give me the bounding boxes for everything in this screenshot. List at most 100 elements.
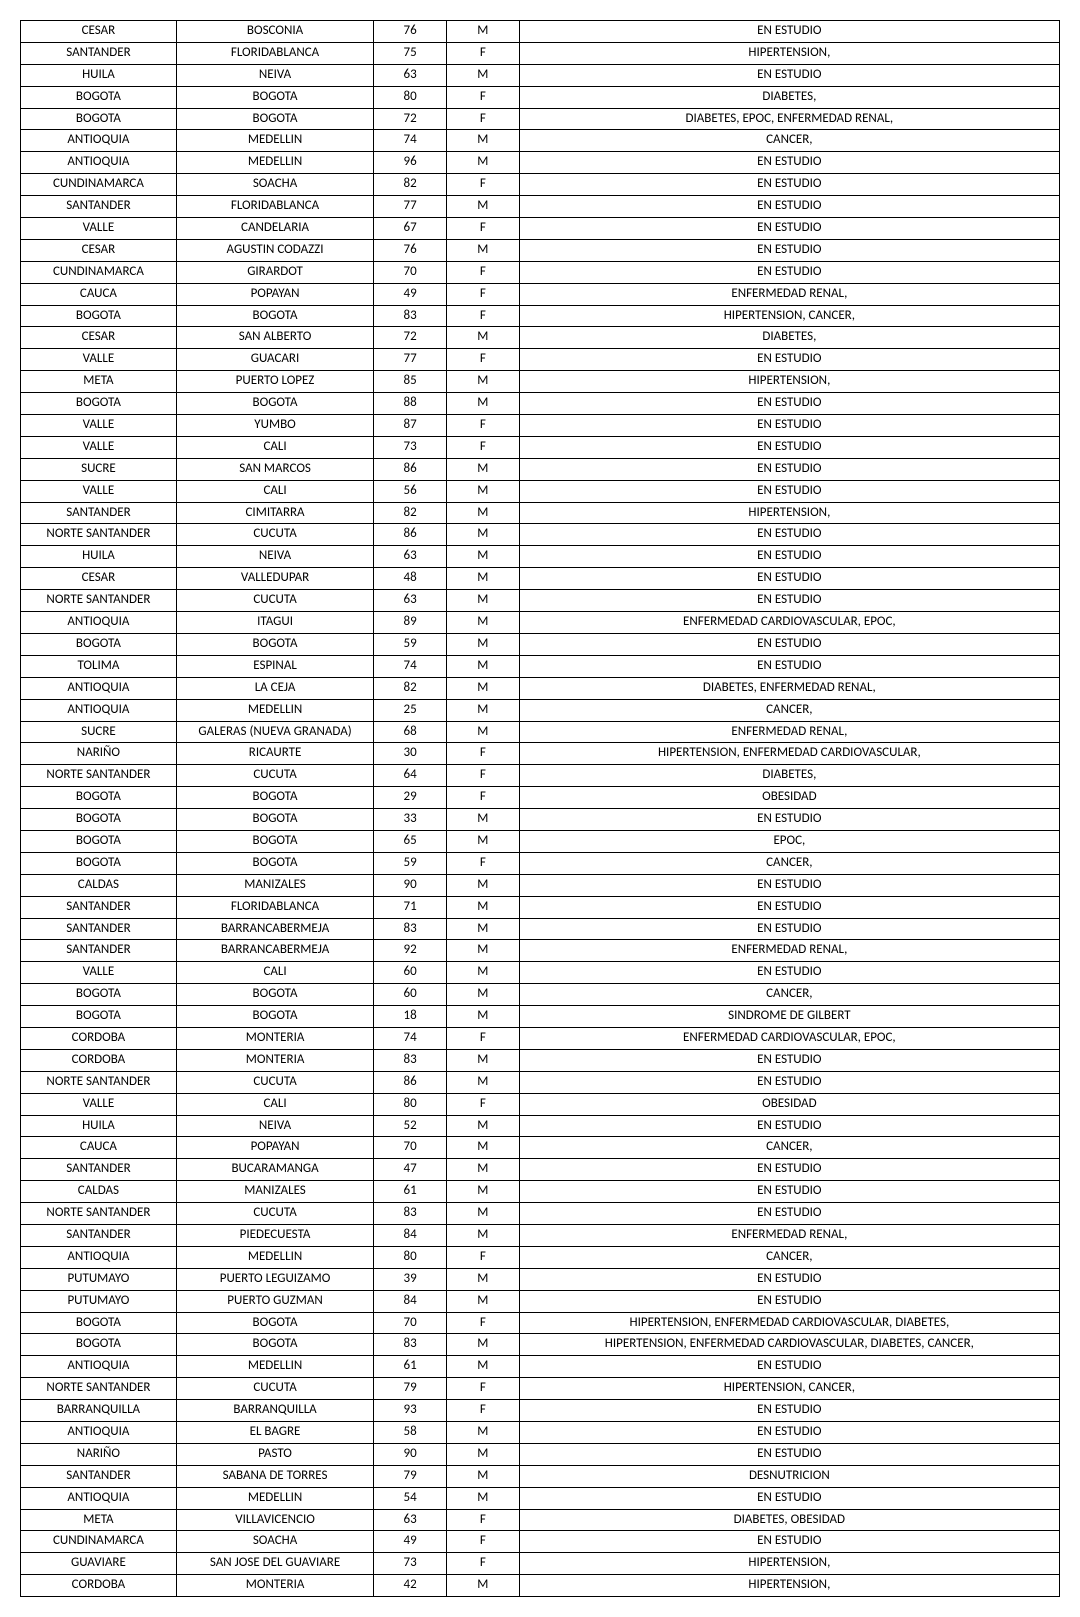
table-cell: NARIÑO <box>21 743 177 765</box>
table-cell: ENFERMEDAD RENAL, <box>519 721 1059 743</box>
table-cell: LA CEJA <box>176 677 373 699</box>
table-cell: 76 <box>374 239 447 261</box>
table-cell: 71 <box>374 896 447 918</box>
table-cell: HUILA <box>21 546 177 568</box>
table-row: BOGOTABOGOTA83FHIPERTENSION, CANCER, <box>21 305 1060 327</box>
table-cell: BOGOTA <box>176 305 373 327</box>
table-row: SUCREGALERAS (NUEVA GRANADA)68MENFERMEDA… <box>21 721 1060 743</box>
table-cell: SANTANDER <box>21 1159 177 1181</box>
table-cell: 73 <box>374 1553 447 1575</box>
table-cell: VALLE <box>21 218 177 240</box>
table-cell: F <box>446 261 519 283</box>
table-cell: BOSCONIA <box>176 21 373 43</box>
table-row: CORDOBAMONTERIA74FENFERMEDAD CARDIOVASCU… <box>21 1027 1060 1049</box>
table-cell: EN ESTUDIO <box>519 568 1059 590</box>
table-cell: SANTANDER <box>21 1465 177 1487</box>
table-cell: M <box>446 1224 519 1246</box>
table-cell: 79 <box>374 1378 447 1400</box>
table-cell: RICAURTE <box>176 743 373 765</box>
table-cell: ANTIOQUIA <box>21 130 177 152</box>
data-table: CESARBOSCONIA76MEN ESTUDIOSANTANDERFLORI… <box>20 20 1060 1597</box>
table-row: BOGOTABOGOTA59FCANCER, <box>21 852 1060 874</box>
table-row: CALDASMANIZALES61MEN ESTUDIO <box>21 1181 1060 1203</box>
table-cell: SABANA DE TORRES <box>176 1465 373 1487</box>
table-cell: 80 <box>374 86 447 108</box>
table-cell: 30 <box>374 743 447 765</box>
table-cell: M <box>446 546 519 568</box>
table-row: HUILANEIVA63MEN ESTUDIO <box>21 546 1060 568</box>
table-cell: 33 <box>374 809 447 831</box>
table-cell: 25 <box>374 699 447 721</box>
table-cell: CUNDINAMARCA <box>21 174 177 196</box>
table-cell: F <box>446 415 519 437</box>
table-cell: SINDROME DE GILBERT <box>519 1006 1059 1028</box>
table-cell: PUTUMAYO <box>21 1290 177 1312</box>
table-cell: EN ESTUDIO <box>519 1290 1059 1312</box>
table-cell: HIPERTENSION, ENFERMEDAD CARDIOVASCULAR,… <box>519 1334 1059 1356</box>
table-cell: M <box>446 64 519 86</box>
table-cell: NORTE SANTANDER <box>21 590 177 612</box>
table-cell: M <box>446 1268 519 1290</box>
table-cell: M <box>446 1006 519 1028</box>
table-cell: M <box>446 1115 519 1137</box>
table-row: GUAVIARESAN JOSE DEL GUAVIARE73FHIPERTEN… <box>21 1553 1060 1575</box>
table-row: NARIÑORICAURTE30FHIPERTENSION, ENFERMEDA… <box>21 743 1060 765</box>
table-cell: 86 <box>374 1071 447 1093</box>
table-cell: BOGOTA <box>21 108 177 130</box>
table-row: BOGOTABOGOTA83MHIPERTENSION, ENFERMEDAD … <box>21 1334 1060 1356</box>
table-cell: F <box>446 1027 519 1049</box>
table-cell: SANTANDER <box>21 1224 177 1246</box>
table-cell: BOGOTA <box>21 1312 177 1334</box>
table-cell: CUCUTA <box>176 1378 373 1400</box>
table-cell: META <box>21 1509 177 1531</box>
table-cell: EN ESTUDIO <box>519 1181 1059 1203</box>
table-cell: PUTUMAYO <box>21 1268 177 1290</box>
table-cell: VALLE <box>21 962 177 984</box>
table-cell: M <box>446 984 519 1006</box>
table-cell: M <box>446 1487 519 1509</box>
table-cell: HIPERTENSION, ENFERMEDAD CARDIOVASCULAR,… <box>519 1312 1059 1334</box>
table-cell: F <box>446 174 519 196</box>
table-cell: 59 <box>374 633 447 655</box>
table-row: NORTE SANTANDERCUCUTA63MEN ESTUDIO <box>21 590 1060 612</box>
table-cell: ANTIOQUIA <box>21 1356 177 1378</box>
table-cell: EN ESTUDIO <box>519 590 1059 612</box>
table-cell: M <box>446 1290 519 1312</box>
table-cell: BOGOTA <box>176 809 373 831</box>
table-cell: BOGOTA <box>176 108 373 130</box>
table-cell: EN ESTUDIO <box>519 655 1059 677</box>
table-cell: SANTANDER <box>21 502 177 524</box>
table-row: ANTIOQUIAMEDELLIN96MEN ESTUDIO <box>21 152 1060 174</box>
table-row: BOGOTABOGOTA59MEN ESTUDIO <box>21 633 1060 655</box>
table-cell: NORTE SANTANDER <box>21 1378 177 1400</box>
table-cell: F <box>446 1509 519 1531</box>
table-cell: F <box>446 349 519 371</box>
table-cell: EN ESTUDIO <box>519 633 1059 655</box>
table-cell: 73 <box>374 436 447 458</box>
table-cell: SAN ALBERTO <box>176 327 373 349</box>
table-row: VALLEGUACARI77FEN ESTUDIO <box>21 349 1060 371</box>
table-cell: VALLEDUPAR <box>176 568 373 590</box>
table-cell: SAN JOSE DEL GUAVIARE <box>176 1553 373 1575</box>
table-cell: 89 <box>374 612 447 634</box>
table-cell: PASTO <box>176 1443 373 1465</box>
table-cell: 61 <box>374 1356 447 1378</box>
table-cell: EN ESTUDIO <box>519 1203 1059 1225</box>
table-row: SANTANDERCIMITARRA82MHIPERTENSION, <box>21 502 1060 524</box>
table-cell: ENFERMEDAD RENAL, <box>519 940 1059 962</box>
table-cell: MANIZALES <box>176 1181 373 1203</box>
table-row: CUNDINAMARCASOACHA82FEN ESTUDIO <box>21 174 1060 196</box>
table-row: NORTE SANTANDERCUCUTA79FHIPERTENSION, CA… <box>21 1378 1060 1400</box>
table-cell: GUACARI <box>176 349 373 371</box>
table-row: SANTANDERBUCARAMANGA47MEN ESTUDIO <box>21 1159 1060 1181</box>
table-cell: BARRANQUILLA <box>21 1400 177 1422</box>
table-cell: 48 <box>374 568 447 590</box>
table-cell: F <box>446 1246 519 1268</box>
table-cell: 83 <box>374 1203 447 1225</box>
table-cell: BOGOTA <box>21 633 177 655</box>
table-cell: 68 <box>374 721 447 743</box>
table-cell: 63 <box>374 590 447 612</box>
table-cell: ANTIOQUIA <box>21 1487 177 1509</box>
table-cell: 80 <box>374 1093 447 1115</box>
table-row: BOGOTABOGOTA72FDIABETES, EPOC, ENFERMEDA… <box>21 108 1060 130</box>
